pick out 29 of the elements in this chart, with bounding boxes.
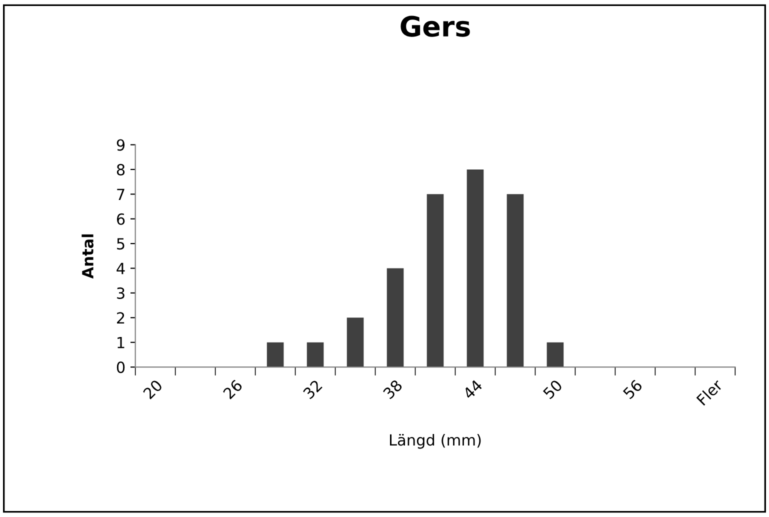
x-axis-title: Längd (mm) xyxy=(390,434,481,449)
bar xyxy=(426,194,444,368)
y-tick-label: 1 xyxy=(118,337,124,348)
bar xyxy=(506,194,524,368)
bar xyxy=(266,342,284,368)
bar xyxy=(386,268,404,368)
x-tick-label: 38 xyxy=(382,379,403,400)
y-tick-label: 7 xyxy=(117,188,124,200)
x-tick-label: Fler xyxy=(696,378,724,406)
x-tick-label: 56 xyxy=(622,379,643,400)
x-tick-label: 44 xyxy=(462,379,483,400)
x-tick-label: 26 xyxy=(222,379,243,400)
y-tick-label: 9 xyxy=(116,139,125,151)
x-tick-label: 20 xyxy=(142,379,163,400)
y-tick-label: 8 xyxy=(116,164,125,176)
bar xyxy=(346,318,364,368)
y-axis-title: Antal xyxy=(82,234,94,279)
y-tick-label: 0 xyxy=(116,362,125,374)
bar xyxy=(546,342,564,368)
x-tick-label: 50 xyxy=(542,379,563,400)
y-tick-label: 6 xyxy=(116,213,125,225)
bar xyxy=(466,169,484,368)
y-tick-label: 3 xyxy=(117,287,124,299)
y-tick-label: 5 xyxy=(117,238,124,250)
bar xyxy=(306,342,324,368)
y-tick-label: 4 xyxy=(116,262,125,274)
chart-title: Gers xyxy=(400,16,470,37)
x-tick-label: 32 xyxy=(302,379,323,400)
y-tick-label: 2 xyxy=(117,312,124,324)
